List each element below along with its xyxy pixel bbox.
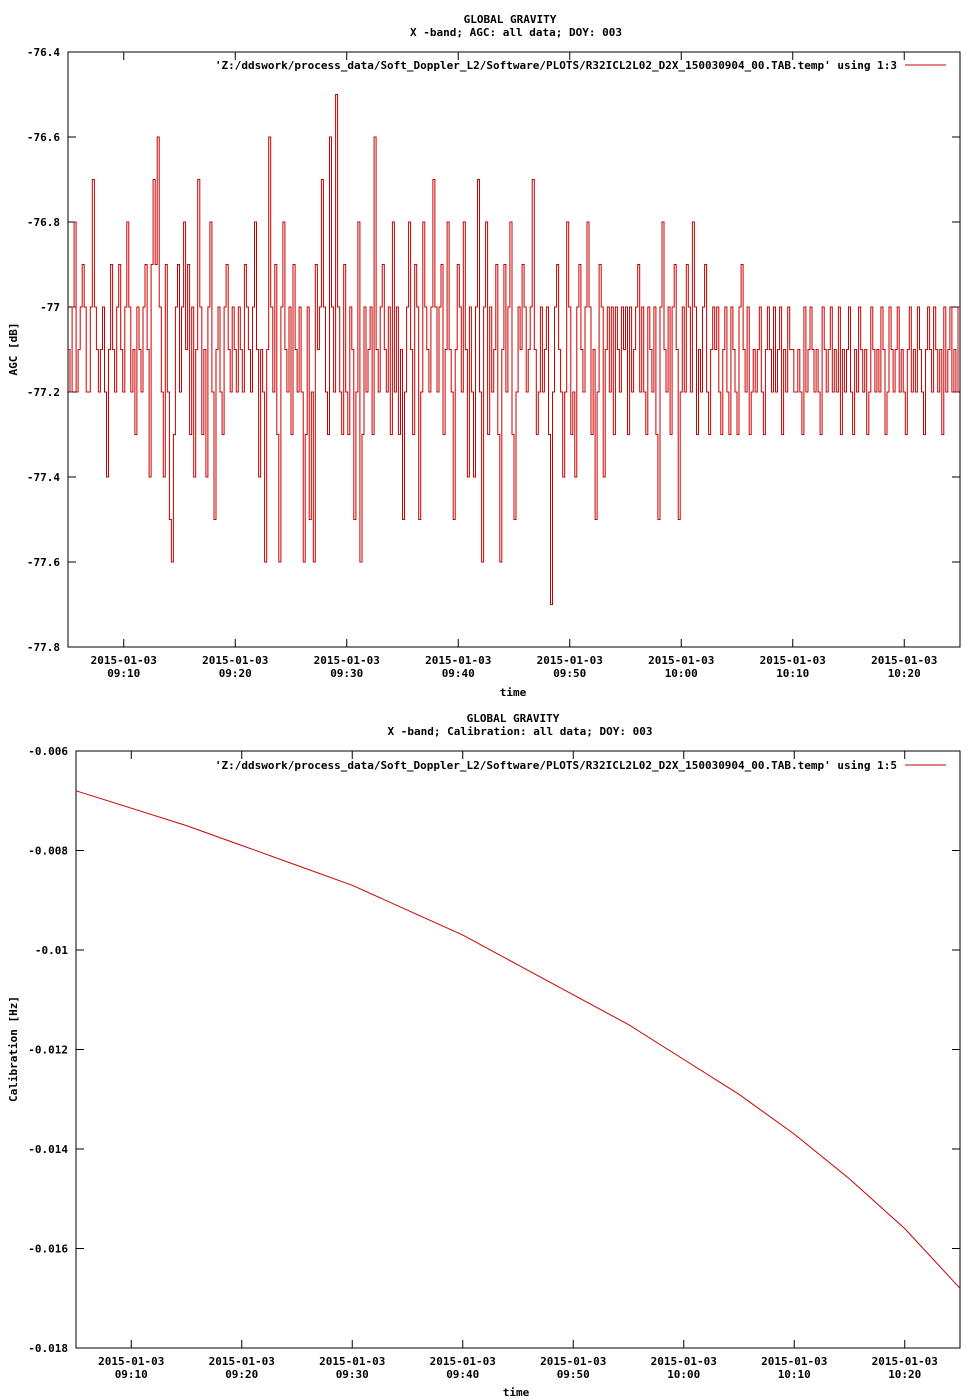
x-tick-time: 09:40 [446,1368,479,1381]
agc-chart: GLOBAL GRAVITY X -band; AGC: all data; D… [7,13,961,699]
x-tick-date: 2015-01-03 [430,1355,496,1368]
x-tick-time: 10:00 [665,667,698,680]
y-tick-label: -77.8 [27,641,60,654]
chart-subtitle: X -band; AGC: all data; DOY: 003 [410,26,622,39]
y-tick-label: -77.6 [27,556,60,569]
x-tick-date: 2015-01-03 [648,654,714,667]
plot-frame [75,750,961,1349]
x-tick-time: 10:20 [888,667,921,680]
calibration-chart: GLOBAL GRAVITY X -band; Calibration: all… [7,712,961,1399]
x-tick-date: 2015-01-03 [537,654,603,667]
y-tick-label: -0.018 [28,1342,68,1355]
y-tick-label: -0.008 [28,845,68,858]
x-tick-time: 10:20 [888,1368,921,1381]
x-tick-date: 2015-01-03 [91,654,157,667]
y-axis-label: Calibration [Hz] [7,996,20,1102]
x-tick-time: 09:10 [115,1368,148,1381]
x-tick-date: 2015-01-03 [425,654,491,667]
x-tick-date: 2015-01-03 [761,1355,827,1368]
y-tick-label: -77.4 [27,471,60,484]
x-tick-date: 2015-01-03 [98,1355,164,1368]
y-axis-label: AGC [dB] [7,323,20,376]
x-tick-time: 09:30 [330,667,363,680]
y-tick-label: -77.2 [27,386,60,399]
x-tick-time: 10:10 [778,1368,811,1381]
chart-title: GLOBAL GRAVITY [467,712,560,725]
x-axis: 2015-01-0309:102015-01-0309:202015-01-03… [91,52,937,680]
x-tick-time: 09:20 [225,1368,258,1381]
x-tick-time: 10:00 [667,1368,700,1381]
y-tick-label: -0.01 [35,944,68,957]
x-tick-date: 2015-01-03 [651,1355,717,1368]
y-tick-label: -0.014 [28,1143,68,1156]
x-axis: 2015-01-0309:102015-01-0309:202015-01-03… [98,751,938,1381]
x-tick-date: 2015-01-03 [871,654,937,667]
x-tick-date: 2015-01-03 [319,1355,385,1368]
x-tick-time: 09:10 [107,667,140,680]
y-axis: -0.006 -0.008 -0.01 -0.012 -0.014 -0.016 -0.01… [28,745,960,1355]
y-tick-label: -77 [40,301,60,314]
chart-title: GLOBAL GRAVITY [464,13,557,26]
x-tick-date: 2015-01-03 [209,1355,275,1368]
y-tick-label: -0.016 [28,1243,68,1256]
chart-subtitle: X -band; Calibration: all data; DOY: 003 [388,725,653,738]
x-tick-time: 09:40 [442,667,475,680]
x-tick-date: 2015-01-03 [540,1355,606,1368]
x-tick-time: 09:50 [553,667,586,680]
legend-label: 'Z:/ddswork/process_data/Soft_Doppler_L2… [215,759,897,772]
y-tick-label: -0.012 [28,1044,68,1057]
y-tick-label: -76.6 [27,131,60,144]
x-tick-time: 09:50 [557,1368,590,1381]
x-tick-date: 2015-01-03 [760,654,826,667]
x-tick-date: 2015-01-03 [872,1355,938,1368]
x-tick-time: 10:10 [776,667,809,680]
x-tick-time: 09:20 [219,667,252,680]
series-line-calibration [75,790,961,1289]
x-tick-date: 2015-01-03 [202,654,268,667]
y-tick-label: -76.4 [27,46,60,59]
x-tick-date: 2015-01-03 [314,654,380,667]
y-axis: -76.4 -76.6 -76.8 -77 -77.2 -77.4 -77.6 -77.8 [27,46,960,654]
y-tick-label: -76.8 [27,216,60,229]
x-axis-label: time [503,1386,530,1399]
y-tick-label: -0.006 [28,745,68,758]
x-tick-time: 09:30 [336,1368,369,1381]
legend-label: 'Z:/ddswork/process_data/Soft_Doppler_L2… [215,59,897,72]
x-axis-label: time [500,686,527,699]
series-line-agc [68,94,960,605]
